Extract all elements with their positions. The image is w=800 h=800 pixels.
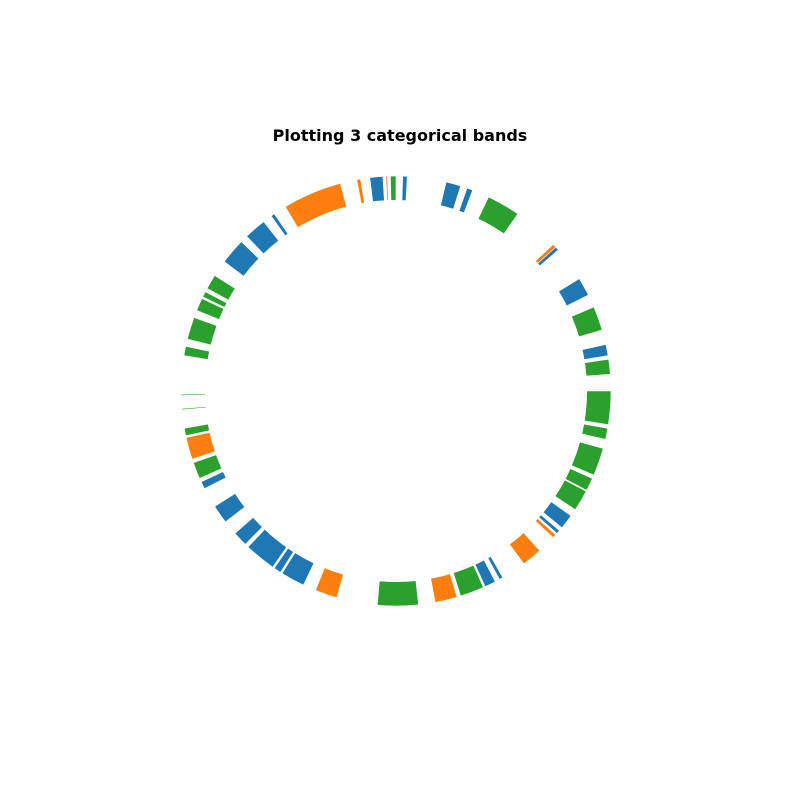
band-C-41 bbox=[206, 275, 236, 301]
band-C-8 bbox=[571, 306, 603, 338]
band-C-22 bbox=[452, 564, 484, 597]
band-C-36 bbox=[180, 393, 206, 396]
band-A-26 bbox=[281, 552, 315, 586]
band-C-32 bbox=[192, 454, 223, 479]
band-A-44 bbox=[270, 213, 289, 237]
band-A-3 bbox=[458, 187, 474, 214]
band-A-2 bbox=[440, 181, 462, 210]
band-A-16 bbox=[542, 501, 572, 529]
band-A-1 bbox=[401, 175, 408, 201]
band-A-47 bbox=[369, 176, 385, 203]
band-C-38 bbox=[187, 317, 218, 346]
bands-layer bbox=[180, 175, 612, 607]
band-B-25 bbox=[315, 567, 344, 599]
band-C-0 bbox=[390, 175, 397, 201]
band-C-11 bbox=[584, 390, 612, 425]
band-C-4 bbox=[477, 196, 519, 235]
band-A-29 bbox=[234, 516, 263, 545]
band-A-21 bbox=[474, 559, 496, 588]
band-A-30 bbox=[214, 493, 246, 523]
band-C-15 bbox=[554, 479, 587, 511]
band-A-43 bbox=[246, 221, 280, 255]
band-C-24 bbox=[376, 580, 419, 607]
band-A-28 bbox=[247, 528, 288, 568]
band-C-37 bbox=[183, 345, 210, 360]
band-A-31 bbox=[200, 471, 227, 490]
band-B-46 bbox=[356, 178, 365, 204]
band-C-10 bbox=[584, 358, 611, 377]
band-C-12 bbox=[581, 423, 609, 440]
band-C-35 bbox=[181, 406, 207, 411]
band-B-33 bbox=[185, 431, 216, 460]
chart-title: Plotting 3 categorical bands bbox=[272, 126, 528, 145]
band-A-42 bbox=[223, 241, 260, 277]
band-B-18 bbox=[535, 518, 557, 539]
band-A-7 bbox=[558, 278, 589, 307]
band-B-48 bbox=[385, 175, 389, 201]
band-C-39 bbox=[196, 298, 225, 320]
band-A-9 bbox=[581, 344, 609, 360]
band-C-14 bbox=[564, 468, 593, 491]
band-A-6 bbox=[537, 246, 559, 267]
band-C-34 bbox=[183, 423, 210, 437]
band-C-13 bbox=[571, 441, 604, 476]
band-A-27 bbox=[273, 547, 294, 573]
band-A-17 bbox=[538, 514, 560, 534]
band-A-20 bbox=[487, 556, 504, 580]
band-B-19 bbox=[509, 532, 541, 565]
band-B-23 bbox=[430, 573, 458, 603]
band-B-45 bbox=[284, 182, 348, 228]
band-C-40 bbox=[202, 291, 228, 308]
